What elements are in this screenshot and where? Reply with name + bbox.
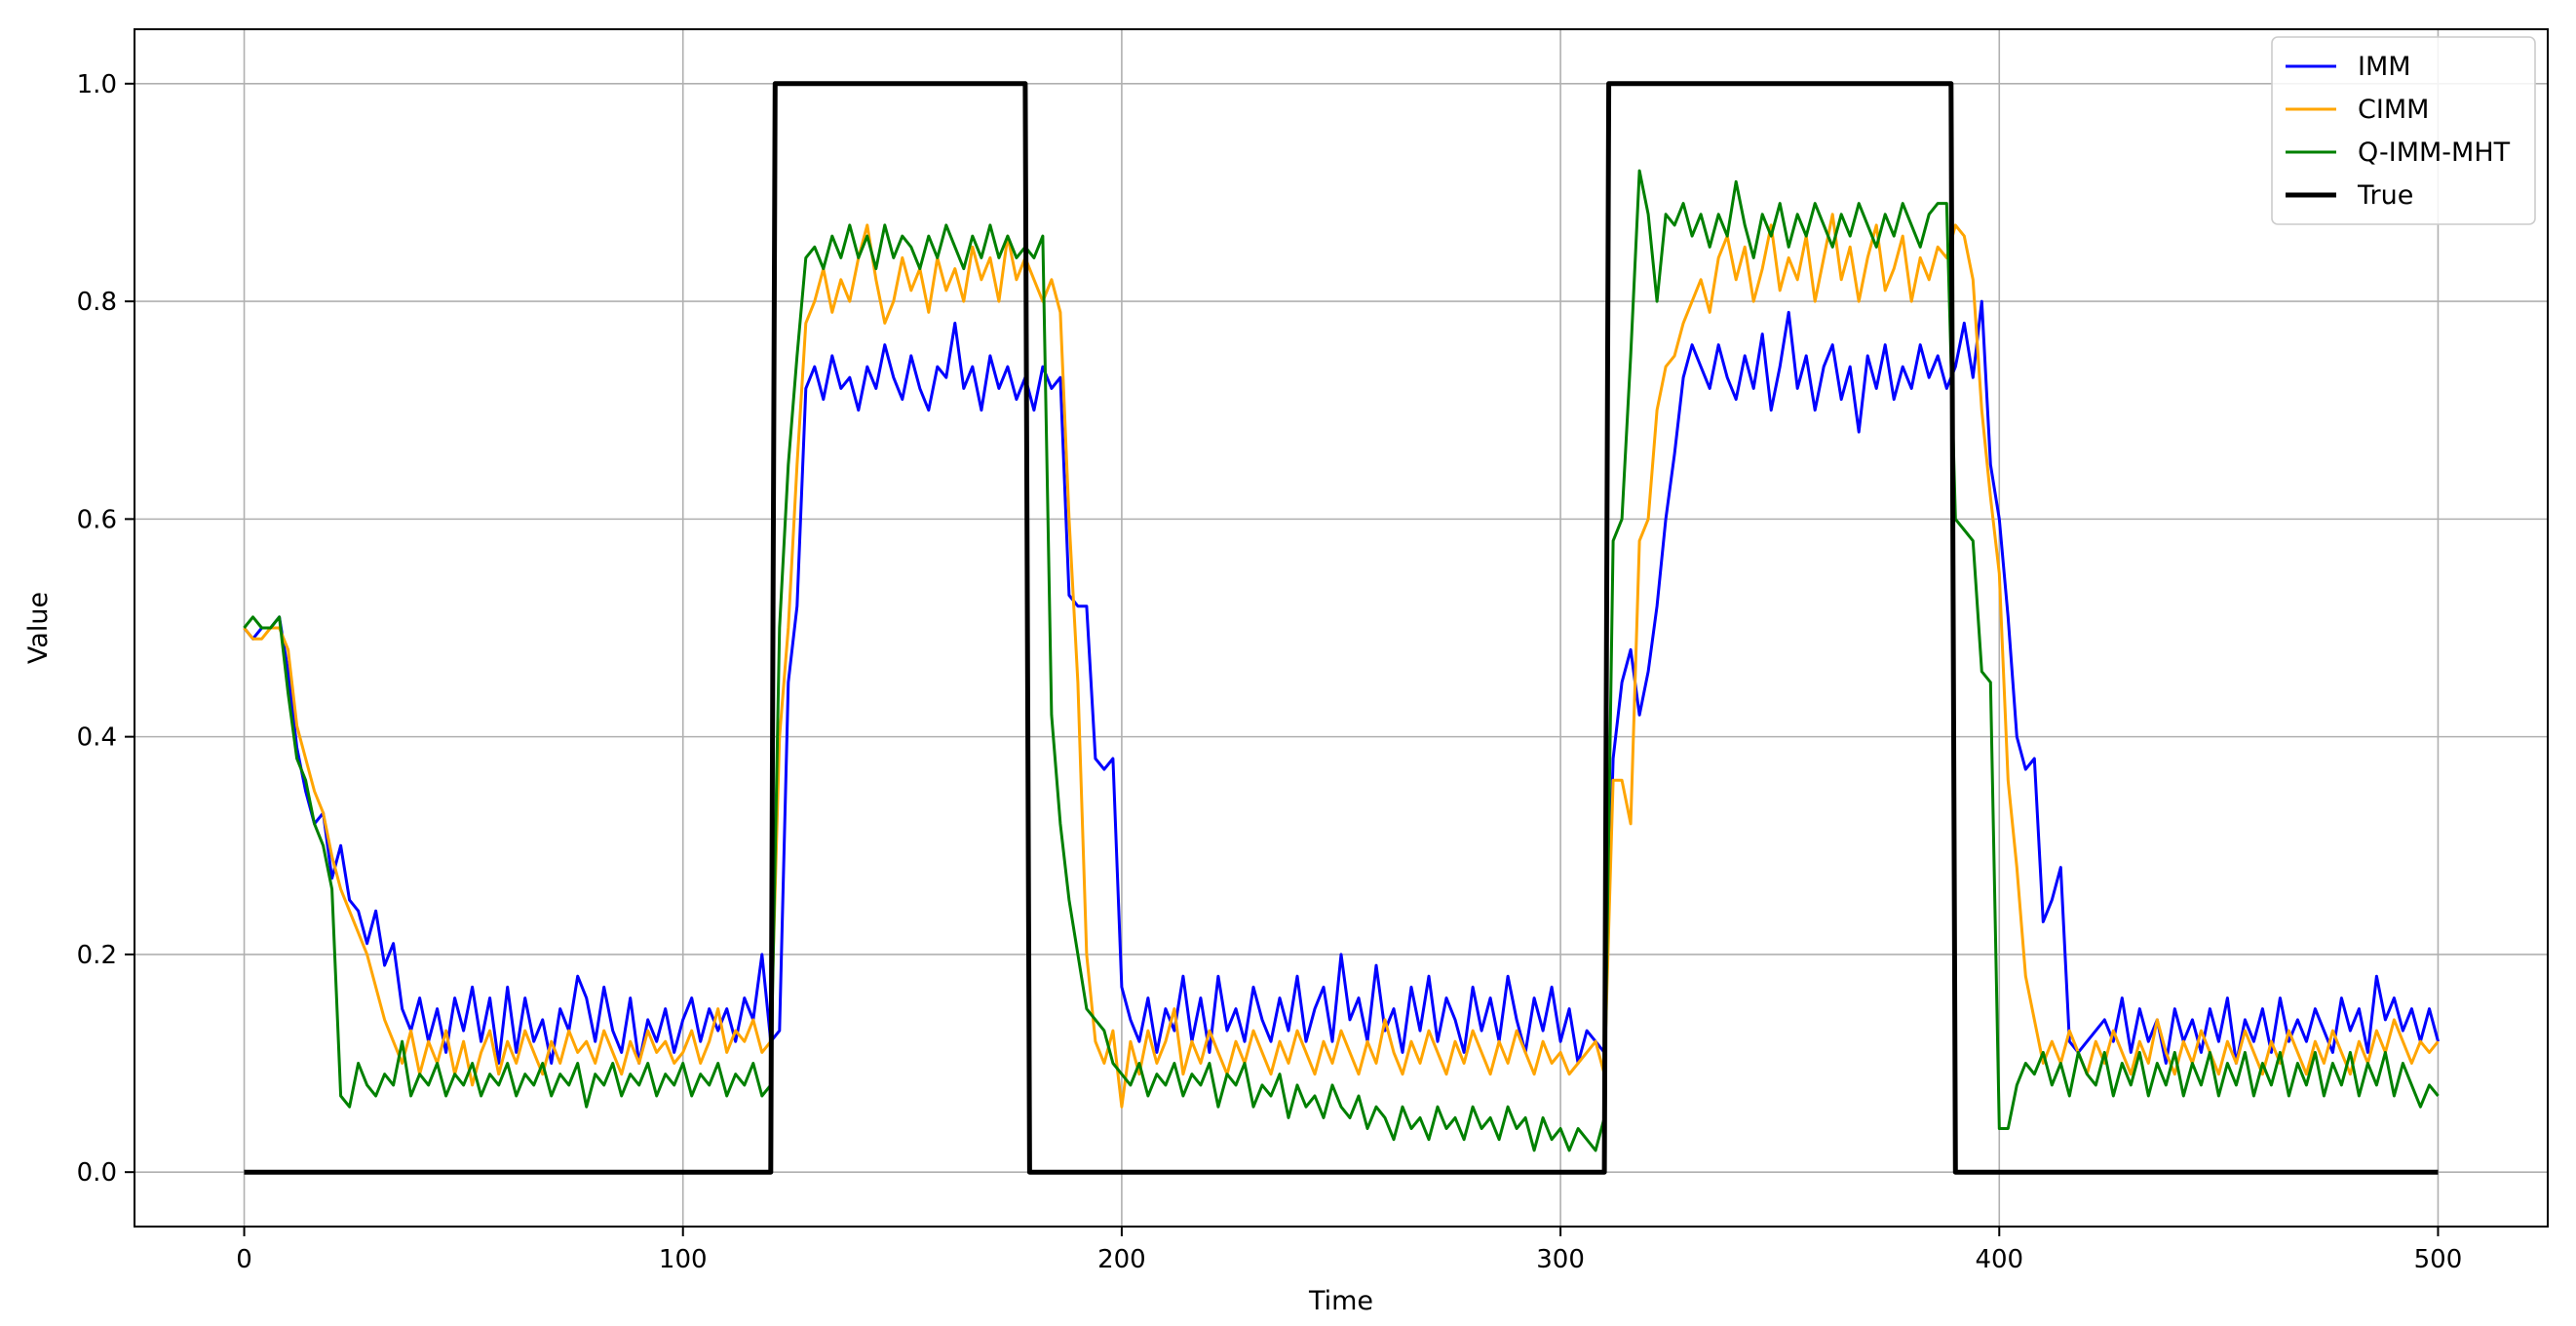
legend-box xyxy=(2271,36,2536,225)
x-tick-label: 100 xyxy=(659,1245,708,1274)
series-group xyxy=(243,81,2440,1175)
y-tick-label: 0.6 xyxy=(77,505,117,534)
y-tick-label: 1.0 xyxy=(77,70,117,99)
x-tick-label: 200 xyxy=(1097,1245,1146,1274)
legend-label: IMM xyxy=(2358,52,2411,82)
x-tick-label: 0 xyxy=(236,1245,252,1274)
y-axis-title: Value xyxy=(23,592,54,664)
series-line-true xyxy=(244,81,2439,1175)
y-tick-label: 0.8 xyxy=(77,288,117,317)
x-tick-label: 500 xyxy=(2414,1245,2463,1274)
x-tick-label: 300 xyxy=(1536,1245,1585,1274)
x-tick-label: 400 xyxy=(1975,1245,2023,1274)
y-tick-label: 0.0 xyxy=(77,1158,117,1188)
legend-label: CIMM xyxy=(2358,95,2429,125)
series-line-q-imm-mht xyxy=(243,169,2440,1152)
series-line-imm xyxy=(243,299,2440,1065)
y-tick-label: 0.4 xyxy=(77,723,117,753)
y-tick-label: 0.2 xyxy=(77,941,117,970)
legend-label: True xyxy=(2357,180,2413,211)
x-axis-title: Time xyxy=(1308,1286,1373,1316)
series-line-cimm xyxy=(243,213,2440,1109)
plot-frame xyxy=(134,28,2549,1228)
legend-label: Q-IMM-MHT xyxy=(2358,137,2511,168)
legend: IMM CIMM Q-IMM-MHT True xyxy=(2271,36,2536,225)
axis-ticks: 0 100 200 300 400 500 0.0 0.2 0.4 0.6 0.8 1.0 xyxy=(77,70,2463,1274)
